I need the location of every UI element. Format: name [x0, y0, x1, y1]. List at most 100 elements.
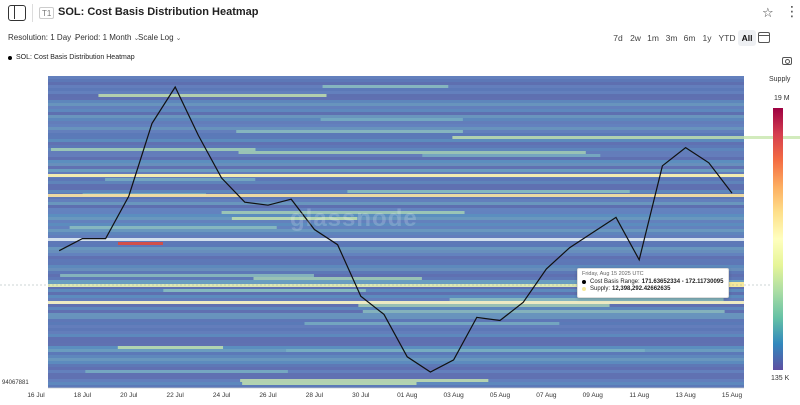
heatmap-row — [48, 157, 744, 160]
heatmap-row — [48, 331, 744, 334]
heatmap-row — [48, 250, 744, 253]
heatmap-cell — [452, 136, 800, 139]
heatmap-row — [48, 142, 744, 145]
heatmap-row — [48, 112, 744, 115]
heatmap-row — [48, 148, 744, 151]
heatmap-row — [48, 367, 744, 370]
scale-dropdown[interactable]: Scale Log ⌄ — [138, 30, 181, 46]
x-tick-label: 01 Aug — [397, 392, 418, 399]
heatmap-row — [48, 292, 744, 295]
x-tick-label: 09 Aug — [583, 392, 604, 399]
heatmap-cell — [358, 304, 610, 307]
heatmap-row — [48, 289, 744, 292]
heatmap-row — [48, 340, 744, 343]
range-7d-button[interactable]: 7d — [613, 33, 623, 43]
range-3m-button[interactable]: 3m — [665, 33, 678, 43]
heatmap-row — [48, 100, 744, 103]
heatmap-row — [48, 265, 744, 268]
heatmap-cell — [105, 178, 256, 181]
heatmap-cell — [304, 322, 560, 325]
heatmap-row — [48, 364, 744, 367]
more-vertical-icon[interactable]: ⋮ — [785, 3, 799, 19]
x-tick-label: 11 Aug — [629, 392, 649, 399]
camera-icon[interactable] — [782, 57, 792, 65]
heatmap-cell — [238, 151, 586, 154]
heatmap-row — [48, 355, 744, 358]
range-all-button[interactable]: All — [738, 30, 756, 46]
tier-badge: T1 — [39, 7, 55, 19]
heatmap-row — [48, 358, 744, 361]
heatmap-row — [48, 343, 744, 346]
tooltip-range-marker — [582, 280, 586, 284]
heatmap-row — [48, 145, 744, 148]
heatmap-row — [48, 97, 744, 100]
heatmap-row — [48, 370, 744, 373]
heatmap-cell — [69, 226, 277, 229]
heatmap-row — [48, 346, 744, 349]
heatmap-row — [48, 154, 744, 157]
heatmap-row — [48, 163, 744, 166]
heatmap-row — [48, 217, 744, 220]
heatmap-row — [48, 184, 744, 187]
heatmap-row — [48, 202, 744, 205]
heatmap-row — [48, 169, 744, 172]
color-scale-title: Supply — [769, 76, 791, 83]
heatmap-cell — [231, 217, 358, 220]
heatmap-row — [48, 352, 744, 355]
heatmap-cell — [163, 289, 366, 292]
range-6m-button[interactable]: 6m — [683, 33, 696, 43]
tooltip-date: Friday, Aug 15 2025 UTC — [582, 271, 644, 277]
chevron-down-icon: ⌄ — [73, 35, 80, 42]
x-tick-label: 28 Jul — [306, 392, 324, 399]
x-tick-label: 18 Jul — [74, 392, 92, 399]
heatmap-row — [48, 208, 744, 211]
x-tick-label: 07 Aug — [536, 392, 557, 399]
heatmap-cell — [242, 382, 417, 385]
heatmap-row — [48, 94, 744, 97]
chart-legend[interactable]: SOL: Cost Basis Distribution Heatmap — [8, 54, 135, 61]
heatmap-row — [48, 187, 744, 190]
calendar-icon[interactable] — [758, 32, 770, 43]
heatmap-row — [48, 316, 744, 319]
heatmap-row — [48, 280, 744, 283]
color-scale-bar — [773, 108, 783, 370]
heatmap-cell — [236, 130, 463, 133]
heatmap-row — [48, 244, 744, 247]
heatmap-row — [48, 313, 744, 316]
range-1y-button[interactable]: 1y — [702, 33, 712, 43]
chevron-down-icon: ⌄ — [133, 35, 140, 42]
x-axis-ticks: 16 Jul 18 Jul 20 Jul 22 Jul 24 Jul 26 Jul 28 J… — [27, 392, 742, 399]
heatmap-cell — [347, 190, 630, 193]
heatmap-row — [48, 115, 744, 118]
heatmap-row — [48, 286, 744, 289]
color-scale-min: 135 K — [771, 375, 790, 382]
range-1m-button[interactable]: 1m — [647, 33, 659, 43]
legend-label: SOL: Cost Basis Distribution Heatmap — [16, 54, 135, 61]
tooltip-supply-value: 12,398,292.42662635 — [612, 286, 671, 292]
period-dropdown[interactable]: Period: 1 Month ⌄ — [75, 30, 139, 46]
heatmap-highlight-cell — [728, 282, 744, 287]
heatmap-row — [48, 319, 744, 322]
heatmap-row — [48, 247, 744, 250]
heatmap-cell — [117, 346, 224, 349]
heatmap-row — [48, 226, 744, 229]
range-2w-button[interactable]: 2w — [630, 33, 641, 43]
heatmap-cell — [320, 118, 463, 121]
heatmap-cell — [449, 298, 724, 301]
x-tick-label: 20 Jul — [120, 392, 138, 399]
resolution-dropdown[interactable]: Resolution: 1 Day ⌄ — [8, 30, 79, 46]
heatmap-cell — [286, 349, 645, 352]
heatmap-row — [48, 373, 744, 376]
heatmap-row — [48, 235, 744, 238]
heatmap-row — [48, 178, 744, 181]
legend-marker — [8, 55, 12, 60]
sidebar-toggle-icon[interactable] — [8, 5, 26, 21]
heatmap-row — [48, 196, 744, 199]
heatmap-row — [48, 220, 744, 223]
heatmap-row — [48, 232, 744, 235]
star-icon[interactable]: ☆ — [762, 5, 774, 20]
range-ytd-button[interactable]: YTD — [718, 33, 736, 43]
heatmap-cell — [50, 148, 256, 151]
heatmap-row — [48, 253, 744, 256]
